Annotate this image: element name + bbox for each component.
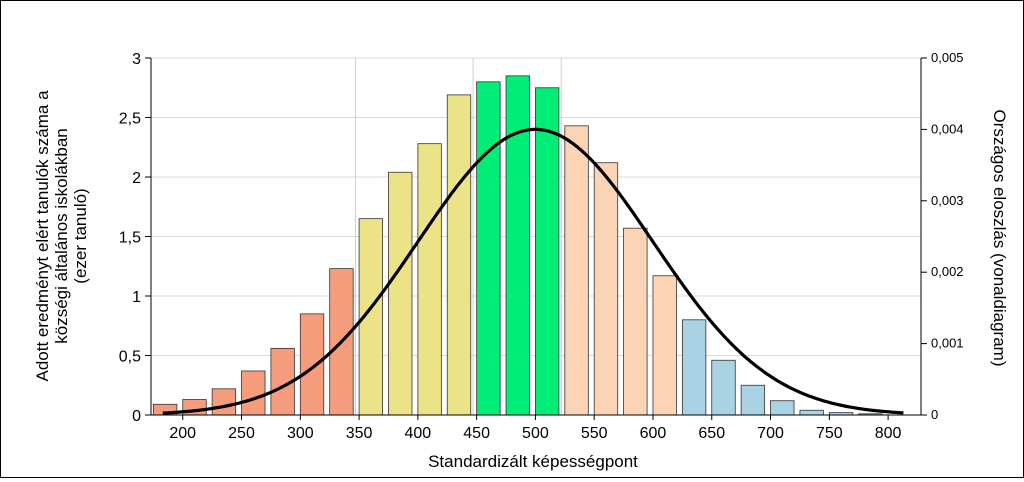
y-left-tick-labels: 0 0,5 1 1,5 2 2,5 3 [119,51,141,425]
y-right-tick-label: 0 [931,407,938,422]
bar [211,388,237,416]
bar [476,81,501,416]
bar [740,384,766,416]
bar [623,227,648,416]
x-tick-label: 650 [698,425,725,442]
x-tick-label: 300 [287,425,314,442]
y-left-title-line-3: (ezer tanuló) [71,188,90,283]
x-tick-label: 600 [640,425,667,442]
x-tick-label: 550 [581,425,608,442]
x-tick-labels: 200 250 300 350 400 450 500 550 600 650 700 750 800 [169,425,901,442]
bars [152,75,883,416]
bar [652,275,677,416]
x-tick-label: 700 [757,425,784,442]
group-dividers [355,58,562,415]
bar [505,75,530,416]
y-right-axis-title: Országos eloszlás (vonaldiagram) [990,110,1009,367]
y-left-tick-label: 0 [132,408,141,425]
bar [593,162,619,416]
y-left-tick-label: 1 [132,289,141,306]
x-tick-label: 400 [405,425,432,442]
bar [417,143,442,416]
y-right-tick-labels: 0 0,001 0,002 0,003 0,004 0,005 [931,50,964,422]
bar [241,370,266,416]
bar [681,319,707,416]
distribution-curve [162,127,904,415]
axes [145,57,927,420]
bar [535,87,560,416]
x-tick-label: 450 [463,425,490,442]
x-tick-label: 200 [169,425,196,442]
y-left-tick-label: 3 [132,51,141,68]
y-left-title-line-1: Adott eredményt elért tanulók száma a [33,90,52,382]
bar [564,125,589,416]
bar [711,359,736,416]
y-right-tick-label: 0,002 [931,264,964,279]
distribution-curve-group [162,127,904,415]
bar [299,313,325,416]
bar [770,400,795,416]
x-tick-label: 800 [875,425,902,442]
x-tick-label: 500 [522,425,549,442]
y-right-tick-label: 0,003 [931,193,964,208]
y-left-axis-title: Adott eredményt elért tanulók száma a kö… [33,90,90,382]
x-tick-label: 350 [346,425,373,442]
y-right-tick-label: 0,001 [931,336,964,351]
bar [799,409,824,416]
bar [388,171,413,416]
y-left-title-line-2: községi általános iskolákban [52,128,71,343]
x-tick-label: 250 [228,425,255,442]
y-left-tick-label: 2,5 [119,111,141,128]
y-left-tick-label: 1,5 [119,230,141,247]
y-right-tick-label: 0,005 [931,50,964,65]
bar [446,94,472,416]
x-axis-title: Standardizált képességpont [428,452,638,471]
y-left-tick-label: 2 [132,170,141,187]
x-tick-label: 750 [816,425,843,442]
y-left-tick-label: 0,5 [119,349,141,366]
y-right-tick-label: 0,004 [931,121,964,136]
